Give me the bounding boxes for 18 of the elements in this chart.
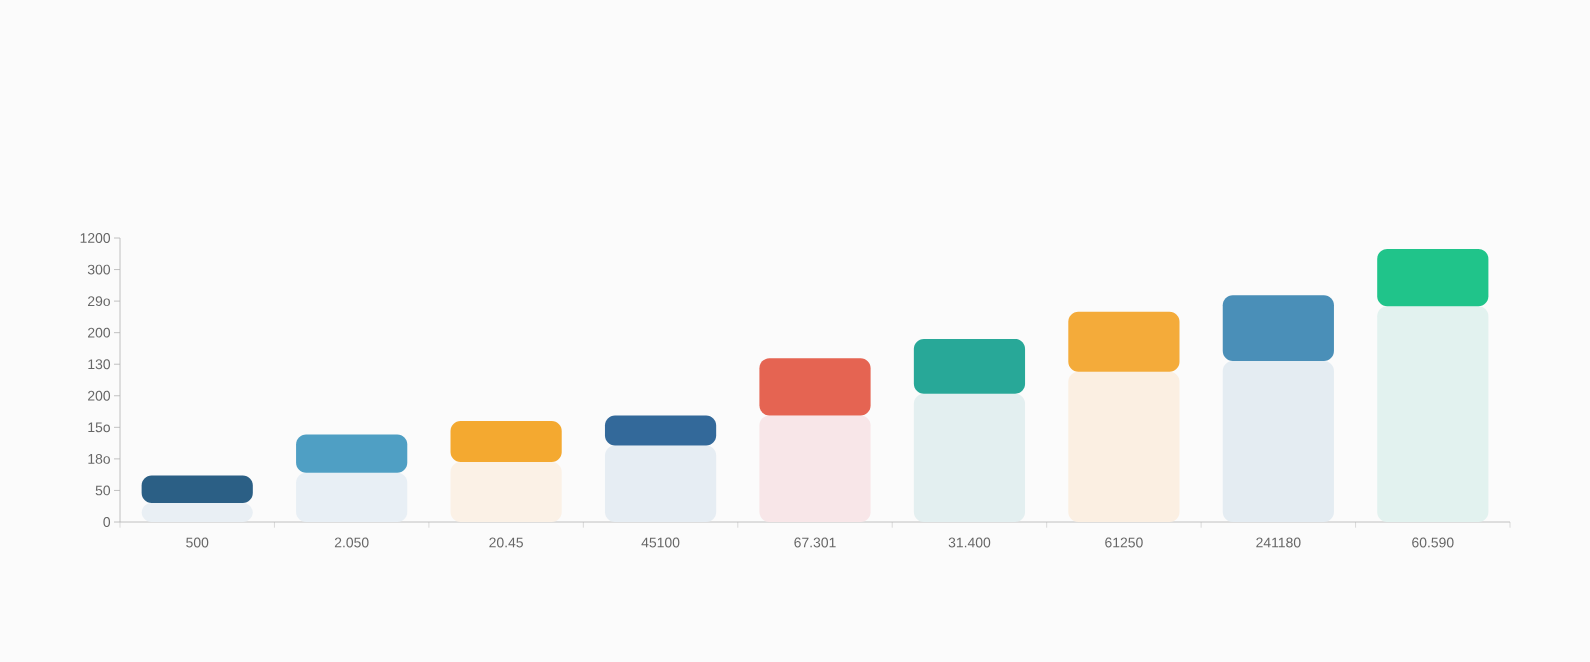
bar — [141, 475, 253, 503]
bar — [604, 415, 717, 446]
bar — [1377, 306, 1489, 522]
bar — [913, 393, 1026, 522]
bar — [450, 461, 562, 522]
bar — [759, 415, 871, 522]
bar — [450, 420, 562, 462]
bar — [296, 472, 408, 522]
bar — [1068, 371, 1180, 522]
bar — [604, 445, 717, 522]
bar — [296, 434, 408, 473]
bar — [913, 339, 1026, 394]
bar — [759, 358, 871, 416]
bar — [141, 502, 253, 522]
bar — [1222, 360, 1334, 522]
bar — [1068, 311, 1180, 372]
bar — [1377, 248, 1489, 307]
bar — [1222, 295, 1334, 361]
